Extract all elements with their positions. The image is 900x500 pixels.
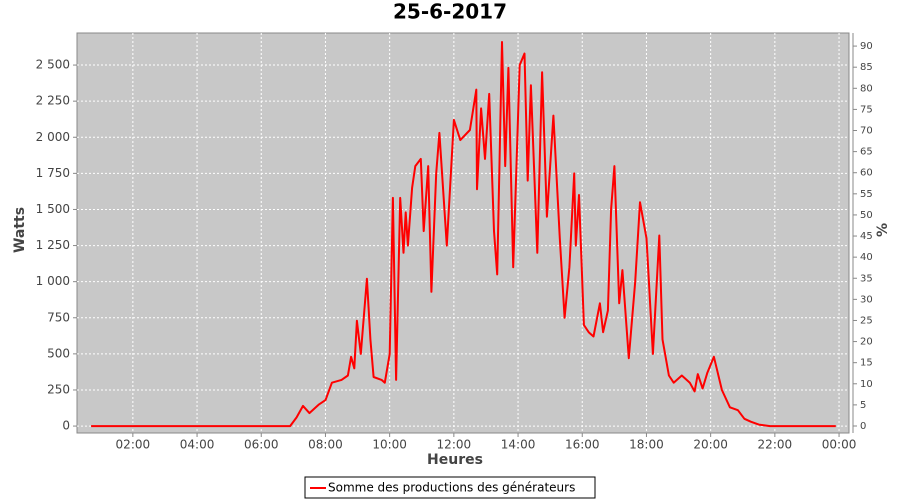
x-tick-label: 10:00 [372,438,407,452]
x-tick-label: 16:00 [565,438,600,452]
y2-tick-label: 45 [860,231,873,242]
y2-tick-label: 50 [860,210,873,221]
y2-tick-label: 15 [860,358,873,369]
y-tick-label: 0 [62,419,70,433]
y2-tick-label: 30 [860,294,873,305]
y-tick-label: 500 [47,346,70,360]
y2-tick-label: 70 [860,126,873,137]
y2-tick-label: 80 [860,83,873,94]
y-tick-label: 1 000 [36,274,70,288]
y2-tick-label: 0 [860,421,866,432]
x-tick-label: 18:00 [629,438,664,452]
x-axis-label: Heures [427,452,483,468]
x-tick-label: 12:00 [437,438,472,452]
y-tick-label: 2 500 [36,58,70,72]
y2-tick-label: 65 [860,147,873,158]
x-tick-label: 02:00 [116,438,151,452]
series-line [91,41,836,428]
y-tick-label: 2 000 [36,130,70,144]
y2-tick-label: 20 [860,337,873,348]
y2-tick-label: 5 [860,400,866,411]
y2-tick-label: 85 [860,62,873,73]
x-tick-label: 04:00 [180,438,215,452]
y2-tick-label: 10 [860,379,873,390]
y2-axis-label: % [875,223,891,237]
y-tick-label: 1 250 [36,238,70,252]
y2-tick-label: 60 [860,168,873,179]
legend-label: Somme des productions des générateurs [328,481,575,495]
y2-tick-label: 90 [860,41,873,52]
y2-tick-label: 35 [860,273,873,284]
x-tick-label: 22:00 [758,438,793,452]
y2-tick-label: 55 [860,189,873,200]
y2-tick-label: 40 [860,252,873,263]
y-tick-label: 1 750 [36,166,70,180]
chart-title: 25-6-2017 [393,0,507,24]
y-tick-label: 250 [47,382,70,396]
y-tick-label: 2 250 [36,94,70,108]
y2-tick-label: 75 [860,104,873,115]
y-tick-label: 750 [47,310,70,324]
legend [304,476,596,499]
y2-tick-label: 25 [860,315,873,326]
x-tick-label: 06:00 [244,438,279,452]
y-axis-label: Watts [12,207,28,253]
x-tick-label: 00:00 [822,438,857,452]
x-tick-label: 08:00 [308,438,343,452]
x-tick-label: 14:00 [501,438,536,452]
plot-area [76,32,850,434]
y-tick-label: 1 500 [36,202,70,216]
x-tick-label: 20:00 [693,438,728,452]
